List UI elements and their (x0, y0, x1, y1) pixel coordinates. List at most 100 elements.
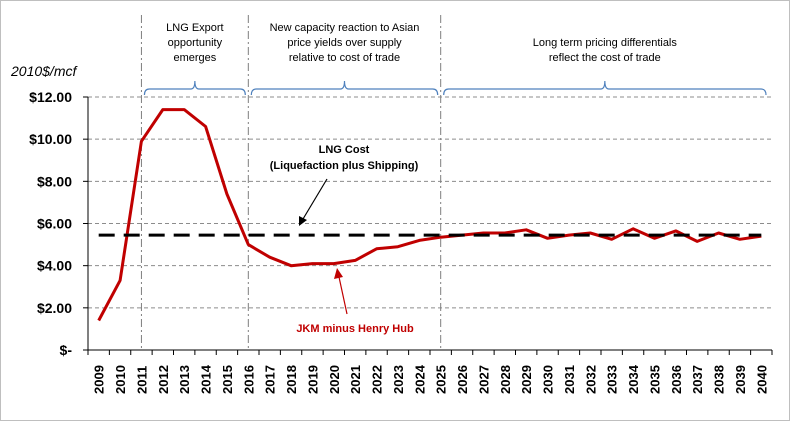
x-tick-label-2012: 2012 (156, 365, 171, 394)
series-jkm-minus-henry-hub-point-2017 (269, 256, 271, 258)
series-lng-cost-liquefaction-plus-shipping-point-2025 (440, 234, 442, 236)
series-jkm-minus-henry-hub-point-2015 (226, 193, 228, 195)
y-tick-label-2: $4.00 (37, 258, 72, 274)
series-lng-cost-liquefaction-plus-shipping-point-2024 (418, 234, 420, 236)
y-axis-label: 2010$/mcf (10, 63, 78, 79)
series-jkm-minus-henry-hub-point-2020 (333, 263, 335, 265)
series-jkm-minus-henry-hub-point-2039 (739, 238, 741, 240)
series-jkm-minus-henry-hub-point-2029 (525, 229, 527, 231)
series-jkm-minus-henry-hub-point-2019 (311, 263, 313, 265)
series-group (97, 108, 762, 322)
phase2-annotation-line-0: New capacity reaction to Asian (270, 22, 420, 34)
series-lng-cost-liquefaction-plus-shipping-point-2040 (760, 234, 762, 236)
series-jkm-minus-henry-hub-point-2024 (418, 239, 420, 241)
phase3-annotation-line-1: reflect the cost of trade (549, 52, 661, 64)
series-lng-cost-liquefaction-plus-shipping-point-2012 (162, 234, 164, 236)
phase1-annotation-line-0: LNG Export (166, 22, 223, 34)
lng-cost-label-line-0: LNG Cost (319, 144, 370, 156)
series-lng-cost-liquefaction-plus-shipping-point-2014 (205, 234, 207, 236)
x-tick-label-2033: 2033 (605, 365, 620, 394)
series-jkm-minus-henry-hub-point-2013 (183, 109, 185, 111)
series-lng-cost-liquefaction-plus-shipping-point-2028 (504, 234, 506, 236)
x-tick-label-2013: 2013 (177, 365, 192, 394)
annotations: 2010$/mcf LNG Export opportunity emerges New… (10, 22, 677, 335)
series-lng-cost-liquefaction-plus-shipping-point-2031 (568, 234, 570, 236)
y-tick-label-6: $12.00 (29, 89, 72, 105)
series-jkm-minus-henry-hub-point-2014 (205, 126, 207, 128)
x-tick-label-2040: 2040 (754, 365, 769, 394)
series-lng-cost-liquefaction-plus-shipping-point-2010 (119, 234, 121, 236)
lng-cost-label-line-1: (Liquefaction plus Shipping) (270, 160, 419, 172)
x-tick-label-2026: 2026 (455, 365, 470, 394)
series-lng-cost-liquefaction-plus-shipping-point-2036 (675, 234, 677, 236)
jkm-arrow-head (334, 268, 343, 279)
phase-braces (143, 80, 767, 96)
gridlines (88, 96, 772, 309)
series-jkm-minus-henry-hub-point-2023 (397, 246, 399, 248)
series-lng-cost-liquefaction-plus-shipping-point-2034 (632, 234, 634, 236)
phase2-annotation: New capacity reaction to Asian price yiel… (270, 22, 420, 64)
series-lng-cost-liquefaction-plus-shipping-point-2037 (696, 234, 698, 236)
series-lng-cost-liquefaction-plus-shipping-point-2019 (311, 234, 313, 236)
series-jkm-minus-henry-hub-point-2009 (98, 319, 100, 321)
series-lng-cost-liquefaction-plus-shipping-point-2018 (290, 234, 292, 236)
phase-brace-2 (250, 80, 439, 96)
phase2-annotation-line-1: price yields over supply (287, 37, 402, 49)
y-tick-label-3: $6.00 (37, 216, 72, 232)
series-jkm-minus-henry-hub-point-2021 (354, 259, 356, 261)
series-jkm-minus-henry-hub-point-2025 (440, 236, 442, 238)
x-tick-label-2029: 2029 (519, 365, 534, 394)
x-tick-label-2018: 2018 (284, 365, 299, 394)
lng-cost-label: LNG Cost (Liquefaction plus Shipping) (270, 144, 419, 172)
y-tick-label-0: $- (60, 342, 73, 358)
series-jkm-minus-henry-hub-point-2036 (675, 230, 677, 232)
series-jkm-minus-henry-hub-point-2033 (611, 238, 613, 240)
series-lng-cost-liquefaction-plus-shipping-point-2013 (183, 234, 185, 236)
phase-boundaries (140, 15, 442, 350)
series-jkm-minus-henry-hub-point-2016 (247, 244, 249, 246)
series-lng-cost-liquefaction-plus-shipping-point-2038 (718, 234, 720, 236)
phase-brace-3 (443, 80, 767, 96)
series-lng-cost-liquefaction-plus-shipping-point-2030 (547, 234, 549, 236)
jkm-label: JKM minus Henry Hub (296, 323, 414, 335)
x-tick-label-2023: 2023 (391, 365, 406, 394)
series-jkm-minus-henry-hub-point-2010 (119, 279, 121, 281)
y-tick-label-4: $8.00 (37, 173, 72, 189)
series-lng-cost-liquefaction-plus-shipping-point-2039 (739, 234, 741, 236)
phase1-annotation: LNG Export opportunity emerges (166, 22, 223, 64)
phase1-annotation-line-2: emerges (173, 52, 216, 64)
series-lng-cost-liquefaction-plus-shipping-point-2020 (333, 234, 335, 236)
series-lng-cost-liquefaction-plus-shipping-point-2032 (589, 234, 591, 236)
series-lng-cost-liquefaction-plus-shipping-point-2017 (269, 234, 271, 236)
series-jkm-minus-henry-hub-point-2018 (290, 265, 292, 267)
x-tick-label-2038: 2038 (712, 365, 727, 394)
series-lng-cost-liquefaction-plus-shipping-point-2009 (98, 234, 100, 236)
x-tick-label-2027: 2027 (476, 365, 491, 394)
series-jkm-minus-henry-hub-point-2011 (140, 140, 142, 142)
lng-cost-arrow-line (302, 178, 328, 220)
x-tick-label-2034: 2034 (626, 364, 641, 394)
series-lng-cost-liquefaction-plus-shipping-point-2027 (482, 234, 484, 236)
series-lng-cost-liquefaction-plus-shipping-point-2021 (354, 234, 356, 236)
series-lng-cost-liquefaction-plus-shipping-point-2033 (611, 234, 613, 236)
series-lng-cost-liquefaction-plus-shipping-point-2015 (226, 234, 228, 236)
series-lng-cost-liquefaction-plus-shipping-point-2026 (461, 234, 463, 236)
x-tick-label-2030: 2030 (541, 365, 556, 394)
series-jkm-minus-henry-hub-point-2037 (696, 240, 698, 242)
x-tick-label-2032: 2032 (583, 365, 598, 394)
x-tick-label-2021: 2021 (348, 365, 363, 394)
x-tick-label-2019: 2019 (305, 365, 320, 394)
x-tick-label-2009: 2009 (92, 365, 107, 394)
y-tick-label-5: $10.00 (29, 131, 72, 147)
series-lng-cost-liquefaction-plus-shipping-point-2023 (397, 234, 399, 236)
y-tick-label-1: $2.00 (37, 300, 72, 316)
x-tick-label-2028: 2028 (498, 365, 513, 394)
series-lng-cost-liquefaction-plus-shipping-point-2035 (653, 234, 655, 236)
series-lng-cost-liquefaction-plus-shipping-point-2016 (247, 234, 249, 236)
phase-brace-1 (143, 80, 246, 96)
phase1-annotation-line-1: opportunity (168, 37, 223, 49)
x-tick-label-2020: 2020 (327, 365, 342, 394)
jkm-arrow-line (338, 276, 348, 315)
